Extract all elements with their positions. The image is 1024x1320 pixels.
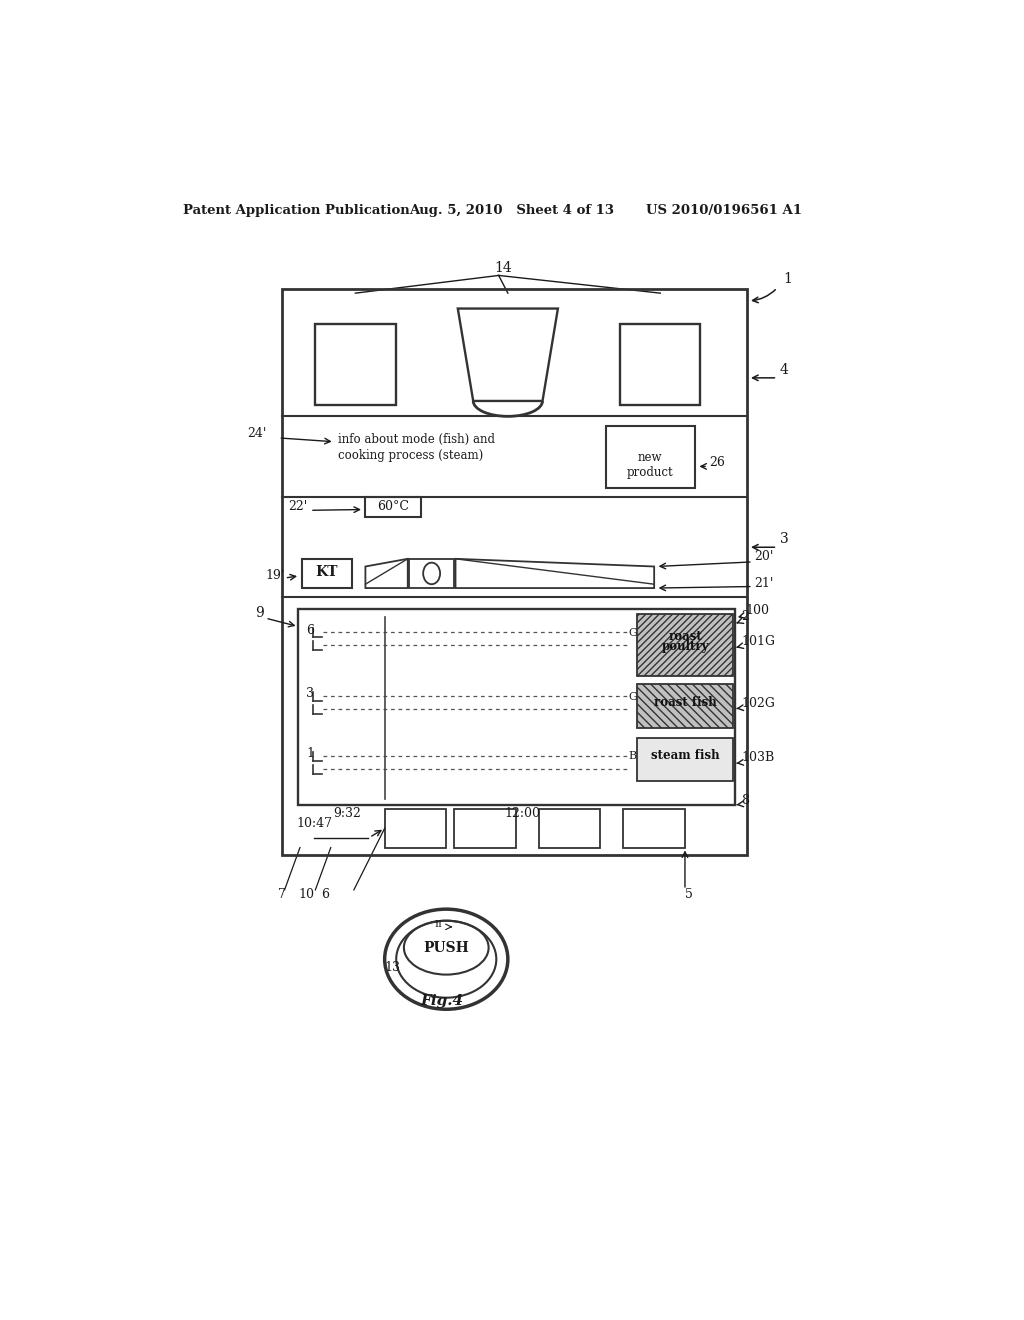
Text: II: II <box>434 920 442 929</box>
Text: Patent Application Publication: Patent Application Publication <box>183 203 410 216</box>
Text: 102G: 102G <box>741 697 775 710</box>
Bar <box>620 323 700 405</box>
Bar <box>624 809 685 847</box>
Text: 6: 6 <box>306 624 314 638</box>
Text: Aug. 5, 2010   Sheet 4 of 13: Aug. 5, 2010 Sheet 4 of 13 <box>410 203 614 216</box>
Bar <box>637 738 733 780</box>
Text: PUSH: PUSH <box>423 941 469 954</box>
Text: cooking process (steam): cooking process (steam) <box>339 449 483 462</box>
Text: KT: KT <box>315 565 337 578</box>
Text: 60°C: 60°C <box>377 500 410 513</box>
Text: 1: 1 <box>783 272 793 286</box>
Text: 5: 5 <box>685 887 693 900</box>
Text: roast fish: roast fish <box>654 696 717 709</box>
Text: 21': 21' <box>755 577 774 590</box>
Text: 4: 4 <box>779 363 788 378</box>
Bar <box>539 809 600 847</box>
Text: 22': 22' <box>289 500 307 513</box>
Text: 9: 9 <box>255 606 264 619</box>
Text: 100: 100 <box>745 605 769 618</box>
Text: 14: 14 <box>494 261 512 276</box>
Text: 3: 3 <box>306 688 314 701</box>
Text: info about mode (fish) and: info about mode (fish) and <box>339 433 496 446</box>
Bar <box>283 289 746 855</box>
Bar <box>637 614 733 676</box>
Text: roast: roast <box>669 631 702 643</box>
Text: 6: 6 <box>322 887 330 900</box>
Text: G: G <box>629 628 638 638</box>
Bar <box>315 323 396 405</box>
Text: 1: 1 <box>306 747 314 760</box>
Text: 19': 19' <box>265 569 285 582</box>
Text: product: product <box>627 466 674 479</box>
Text: 10:47: 10:47 <box>296 817 332 830</box>
Text: 12:00: 12:00 <box>504 807 540 820</box>
Text: Fig.4: Fig.4 <box>421 994 464 1008</box>
Text: 20': 20' <box>755 550 774 564</box>
Text: 7: 7 <box>279 887 287 900</box>
Text: poultry: poultry <box>662 640 709 652</box>
Bar <box>366 498 421 517</box>
Text: 26: 26 <box>710 457 725 470</box>
Bar <box>298 609 735 805</box>
Text: 24': 24' <box>248 428 267 440</box>
Text: 8: 8 <box>741 793 750 807</box>
Text: 13: 13 <box>385 961 400 974</box>
Text: US 2010/0196561 A1: US 2010/0196561 A1 <box>646 203 803 216</box>
Bar <box>637 684 733 729</box>
Text: B: B <box>629 751 637 762</box>
Bar <box>410 558 454 589</box>
Text: 2: 2 <box>741 610 749 623</box>
Text: 3: 3 <box>779 532 788 546</box>
Text: new: new <box>638 451 663 465</box>
Bar <box>385 809 446 847</box>
Bar <box>301 558 351 589</box>
Text: 9:32: 9:32 <box>333 807 360 820</box>
Bar <box>454 809 515 847</box>
Bar <box>606 426 695 488</box>
Text: 10: 10 <box>298 887 314 900</box>
Text: 103B: 103B <box>741 751 774 764</box>
Text: 101G: 101G <box>741 635 775 648</box>
Text: G: G <box>629 692 638 702</box>
Text: steam fish: steam fish <box>651 750 720 763</box>
